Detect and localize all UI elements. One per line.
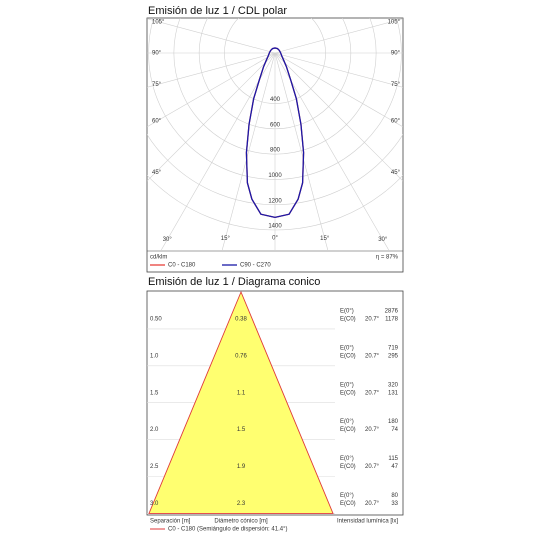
e-label: E(0°) — [340, 308, 354, 314]
angle-label: 20.7° — [365, 390, 380, 396]
x-label: Separación [m] — [150, 519, 191, 525]
angle-tick-label: 15° — [320, 236, 330, 242]
diameter-label: 1.5 — [237, 427, 246, 433]
r-tick-label: 800 — [270, 148, 281, 154]
e-label: E(0°) — [340, 419, 354, 425]
separation-label: 1.0 — [150, 353, 159, 359]
angle-tick-label: 90° — [152, 51, 162, 57]
angle-label: 20.7° — [365, 353, 380, 359]
angle-tick-label: 75° — [391, 82, 401, 88]
e-label: E(0°) — [340, 456, 354, 462]
e-value: 74 — [391, 427, 398, 433]
e-value: 180 — [388, 419, 399, 425]
grid-ray — [274, 52, 403, 88]
e-label: E(C0) — [340, 464, 356, 470]
grid-ray — [161, 52, 276, 250]
angle-tick-label: 60° — [391, 118, 401, 124]
r-tick-label: 1200 — [268, 198, 282, 204]
angle-tick-label: 0° — [272, 236, 278, 242]
diameter-label: 1.9 — [237, 464, 246, 470]
separation-label: 0.50 — [150, 316, 162, 322]
e-label: E(C0) — [340, 353, 356, 359]
e-value: 47 — [391, 464, 398, 470]
angle-label: 20.7° — [365, 501, 380, 507]
angle-tick-label: 45° — [391, 170, 401, 176]
angle-tick-label: 15° — [221, 236, 231, 242]
e-label: E(C0) — [340, 316, 356, 322]
unit-label: cd/klm — [150, 255, 167, 261]
x-label: Diámetro cónico [m] — [214, 519, 268, 525]
diameter-label: 1.1 — [237, 390, 246, 396]
grid-ray — [274, 52, 329, 250]
separation-label: 2.0 — [150, 427, 159, 433]
e-value: 131 — [388, 390, 399, 396]
e-value: 1178 — [385, 316, 399, 322]
x-label: Intensidad lumínica [lx] — [337, 519, 398, 525]
polar-plot: 400 600 800 1000 1200 1400 0° 15° 15° 30° 30° 45° 45… — [147, 18, 403, 269]
grid-ray — [147, 52, 276, 128]
r-tick-label: 400 — [270, 97, 281, 103]
chart-title: Emisión de luz 1 / Diagrama conico — [148, 276, 320, 288]
e-value: 33 — [391, 501, 398, 507]
grid-ray — [274, 52, 389, 250]
e-value: 80 — [391, 493, 398, 499]
separation-label: 2.5 — [150, 464, 159, 470]
cone-plot: 0.50 0.38 E(0°) 2876 E(C0) 20.7° 1178 1.0 0.76 E(… — [147, 290, 399, 530]
grid-ray — [147, 52, 276, 182]
polar-curve — [245, 47, 305, 218]
r-tick-label: 1000 — [268, 173, 282, 179]
e-label: E(C0) — [340, 501, 356, 507]
e-label: E(C0) — [340, 390, 356, 396]
legend-label: C90 - C270 — [240, 263, 271, 269]
angle-tick-label: 30° — [163, 237, 173, 243]
e-label: E(0°) — [340, 382, 354, 388]
cone — [148, 290, 334, 514]
grid-ray — [221, 52, 276, 250]
diameter-label: 0.76 — [235, 353, 247, 359]
grid-ray — [147, 52, 276, 88]
e-value: 295 — [388, 353, 399, 359]
diameter-label: 2.3 — [237, 501, 246, 507]
angle-label: 20.7° — [365, 316, 380, 322]
chart-title: Emisión de luz 1 / CDL polar — [148, 5, 287, 17]
angle-tick-label: 105° — [388, 19, 401, 25]
e-value: 719 — [388, 345, 399, 351]
angle-label: 20.7° — [365, 427, 380, 433]
polar-frame — [146, 17, 404, 273]
grid-ray — [274, 18, 403, 54]
e-value: 115 — [388, 456, 398, 462]
e-value: 320 — [388, 382, 399, 388]
e-label: E(C0) — [340, 427, 356, 433]
separation-label: 1.5 — [150, 390, 159, 396]
angle-tick-label: 90° — [391, 51, 401, 57]
efficiency: η = 87% — [376, 255, 399, 261]
e-label: E(0°) — [340, 493, 354, 499]
separation-label: 3.0 — [150, 501, 159, 507]
legend-label: C0 - C180 (Semiángulo de dispersión: 41.… — [168, 527, 287, 533]
angle-tick-label: 75° — [152, 82, 162, 88]
e-value: 2876 — [385, 308, 399, 314]
grid-ray — [274, 52, 403, 182]
angle-label: 20.7° — [365, 464, 380, 470]
angle-tick-label: 30° — [378, 237, 388, 243]
angle-tick-label: 105° — [152, 19, 165, 25]
grid-ray — [274, 52, 403, 128]
r-tick-label: 1400 — [268, 224, 282, 230]
angle-tick-label: 60° — [152, 118, 162, 124]
e-label: E(0°) — [340, 345, 354, 351]
r-tick-label: 600 — [270, 122, 281, 128]
polar-grid — [147, 18, 403, 250]
grid-ray — [147, 18, 276, 54]
diameter-label: 0.38 — [235, 316, 247, 322]
angle-tick-label: 45° — [152, 170, 162, 176]
legend-label: C0 - C180 — [168, 263, 196, 269]
